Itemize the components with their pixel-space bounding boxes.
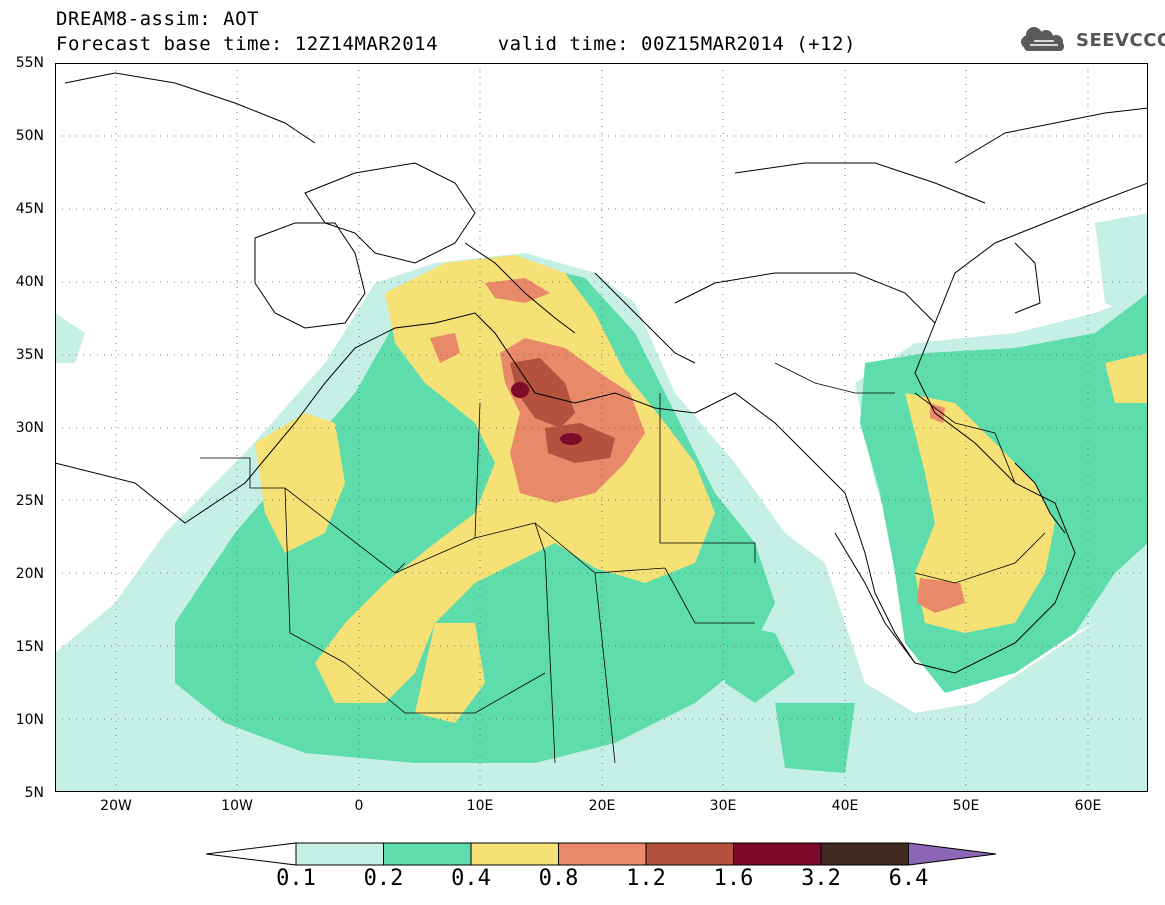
colorbar-label: 3.2: [801, 866, 841, 891]
lon-label: 0: [354, 798, 364, 814]
lat-label: 45N: [15, 201, 44, 217]
lat-label: 55N: [15, 55, 44, 71]
colorbar-label: 0.1: [276, 866, 316, 891]
country-borders: [200, 362, 1046, 764]
aot-band-1.6: [511, 382, 582, 445]
lat-label: 40N: [15, 274, 44, 290]
lon-label: 20W: [100, 798, 132, 814]
lon-label: 30E: [709, 798, 737, 814]
colorbar-swatch: [470, 842, 559, 866]
colorbar-swatch: [558, 842, 647, 866]
colorbar-swatch: [820, 842, 909, 866]
lat-label: 15N: [15, 639, 44, 655]
colorbar-high-arrow: [908, 842, 997, 866]
colorbar-swatch: [645, 842, 734, 866]
colorbar-label: 0.8: [538, 866, 579, 891]
lon-label: 50E: [952, 798, 980, 814]
logo-text: SEEVCCC: [1076, 30, 1165, 51]
lon-label: 10W: [221, 798, 253, 814]
lon-label: 20E: [588, 798, 616, 814]
colorbar-label: 6.4: [888, 866, 929, 891]
colorbar-label: 0.2: [363, 866, 404, 891]
map-title-line2: Forecast base time: 12Z14MAR2014 valid t…: [56, 33, 856, 55]
colorbar-swatch: [295, 842, 384, 866]
colorbar-label: 1.2: [626, 866, 666, 891]
lat-label: 5N: [24, 785, 44, 801]
map-frame: [55, 63, 1148, 792]
lon-label: 40E: [831, 798, 859, 814]
coastlines: [55, 72, 1148, 674]
graticule: [55, 63, 1148, 792]
aot-band-0.4: [255, 255, 1148, 723]
colorbar-swatch: [733, 842, 822, 866]
lon-label: 60E: [1074, 798, 1102, 814]
lat-label: 50N: [15, 128, 44, 144]
colorbar: [206, 842, 997, 866]
lon-label: 10E: [466, 798, 494, 814]
colorbar-label: 1.6: [713, 866, 754, 891]
cloud-icon: [1021, 27, 1064, 51]
colorbar-label: 0.4: [451, 866, 491, 891]
aot-map: [55, 63, 1148, 792]
aot-band-1.2: [510, 358, 615, 463]
seevccc-logo: [1021, 27, 1064, 51]
lat-label: 30N: [15, 420, 44, 436]
lat-label: 25N: [15, 493, 44, 509]
colorbar-swatch: [383, 842, 472, 866]
lat-label: 10N: [15, 712, 44, 728]
colorbar-low-arrow: [206, 842, 297, 866]
lat-label: 20N: [15, 566, 44, 582]
map-title-line1: DREAM8-assim: AOT: [56, 8, 259, 30]
lat-label: 35N: [15, 347, 44, 363]
